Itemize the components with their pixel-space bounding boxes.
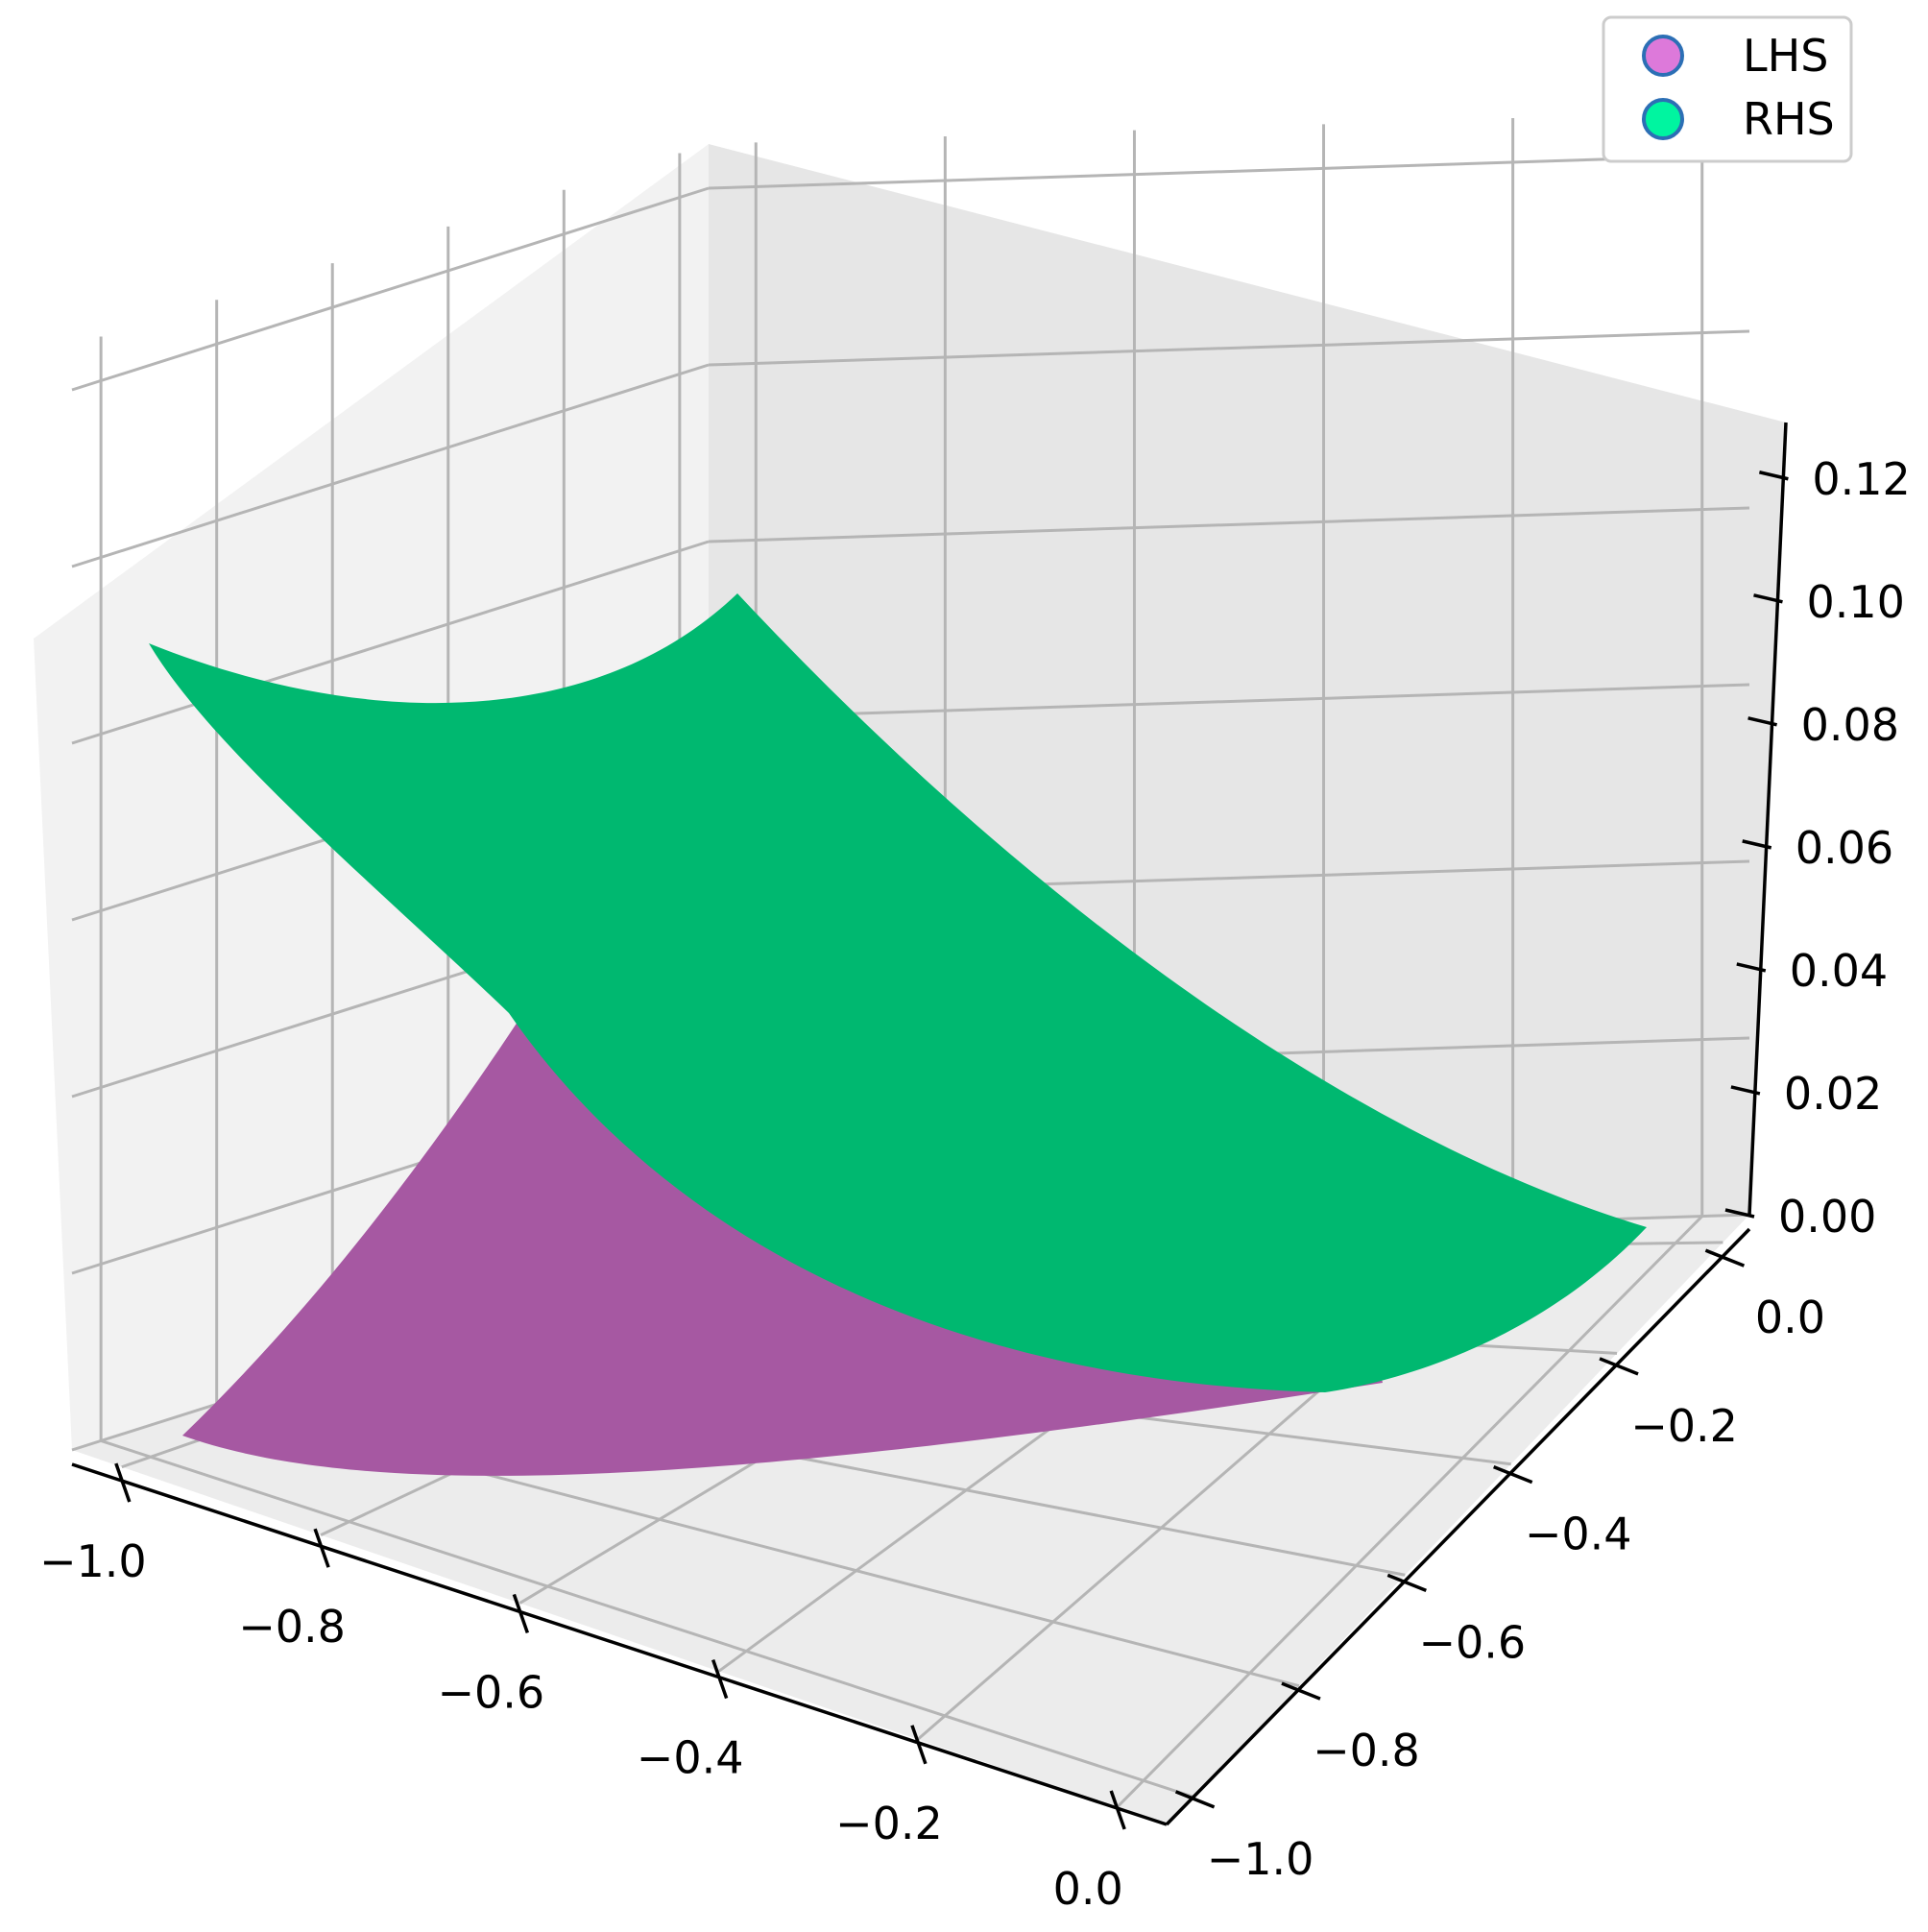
x-tick-3 — [711, 1659, 729, 1700]
x-tick-5 — [1109, 1790, 1126, 1830]
x-tick-label-0: −1.0 — [39, 1535, 147, 1587]
z-tick-label-4: 0.08 — [1801, 699, 1899, 751]
x-axis-line — [71, 1462, 1168, 1826]
z-tick-1 — [1730, 1085, 1761, 1096]
floor-gridline-y-0 — [100, 1439, 1194, 1799]
y-tick-label-5: 0.0 — [1755, 1292, 1825, 1343]
x-tick-4 — [910, 1725, 928, 1765]
z-tick-label-2: 0.04 — [1790, 945, 1888, 997]
floor-gridline-x-5 — [1116, 1215, 1703, 1809]
z-tick-0 — [1724, 1208, 1755, 1219]
axis-lines — [71, 422, 1788, 1826]
x-tick-label-5: 0.0 — [1053, 1863, 1123, 1915]
left-gridline-z-5 — [71, 363, 710, 568]
x-tick-label-1: −0.8 — [238, 1601, 346, 1653]
z-axis-line — [1747, 422, 1788, 1216]
z-tick-label-5: 0.10 — [1806, 576, 1904, 628]
tick-labels: −1.0 −0.8 −0.6 −0.4 −0.2 0.0 −1.0 −0.8 −0.6 −0.4 −… — [39, 453, 1911, 1915]
y-tick-label-4: −0.2 — [1630, 1400, 1738, 1452]
z-tick-label-1: 0.02 — [1784, 1068, 1882, 1120]
y-tick-label-1: −0.8 — [1313, 1725, 1420, 1776]
legend-marker-rhs — [1642, 98, 1684, 140]
y-tick-3 — [1493, 1465, 1533, 1485]
back-gridline-z-3 — [708, 683, 1750, 720]
legend-label-lhs: LHS — [1743, 30, 1828, 82]
z-tick-6 — [1758, 471, 1789, 481]
legend-marker-lhs — [1642, 35, 1684, 77]
legend-label-rhs: RHS — [1743, 93, 1835, 145]
back-gridline-z-6 — [708, 153, 1750, 190]
x-tick-label-2: −0.6 — [438, 1666, 545, 1718]
y-tick-label-0: −1.0 — [1207, 1833, 1314, 1885]
z-tick-2 — [1736, 962, 1767, 973]
left-gridline-z-4 — [71, 540, 710, 745]
legend: LHS RHS — [1602, 15, 1853, 163]
y-tick-label-3: −0.4 — [1525, 1509, 1632, 1560]
back-gridline-z-5 — [708, 329, 1750, 367]
z-tick-label-6: 0.12 — [1812, 453, 1910, 505]
z-tick-label-3: 0.06 — [1795, 822, 1893, 874]
x-tick-label-3: −0.4 — [637, 1732, 744, 1784]
z-tick-4 — [1747, 716, 1777, 727]
x-tick-label-4: −0.2 — [835, 1798, 943, 1849]
x-tick-0 — [114, 1462, 132, 1503]
z-tick-3 — [1742, 839, 1772, 850]
z-tick-5 — [1753, 593, 1783, 604]
y-tick-4 — [1599, 1357, 1639, 1376]
back-gridline-z-4 — [708, 506, 1750, 543]
tick-marks — [114, 471, 1789, 1830]
y-tick-0 — [1174, 1790, 1216, 1809]
x-tick-1 — [313, 1528, 330, 1568]
rhs-surface — [149, 593, 1647, 1392]
left-gridline-z-6 — [71, 186, 710, 392]
y-tick-2 — [1386, 1573, 1427, 1592]
z-tick-label-0: 0.00 — [1778, 1191, 1876, 1243]
y-axis-line — [1165, 1227, 1751, 1826]
y-tick-label-2: −0.6 — [1418, 1616, 1526, 1668]
y-tick-5 — [1704, 1248, 1746, 1268]
y-tick-1 — [1281, 1681, 1321, 1701]
x-tick-2 — [512, 1593, 530, 1633]
